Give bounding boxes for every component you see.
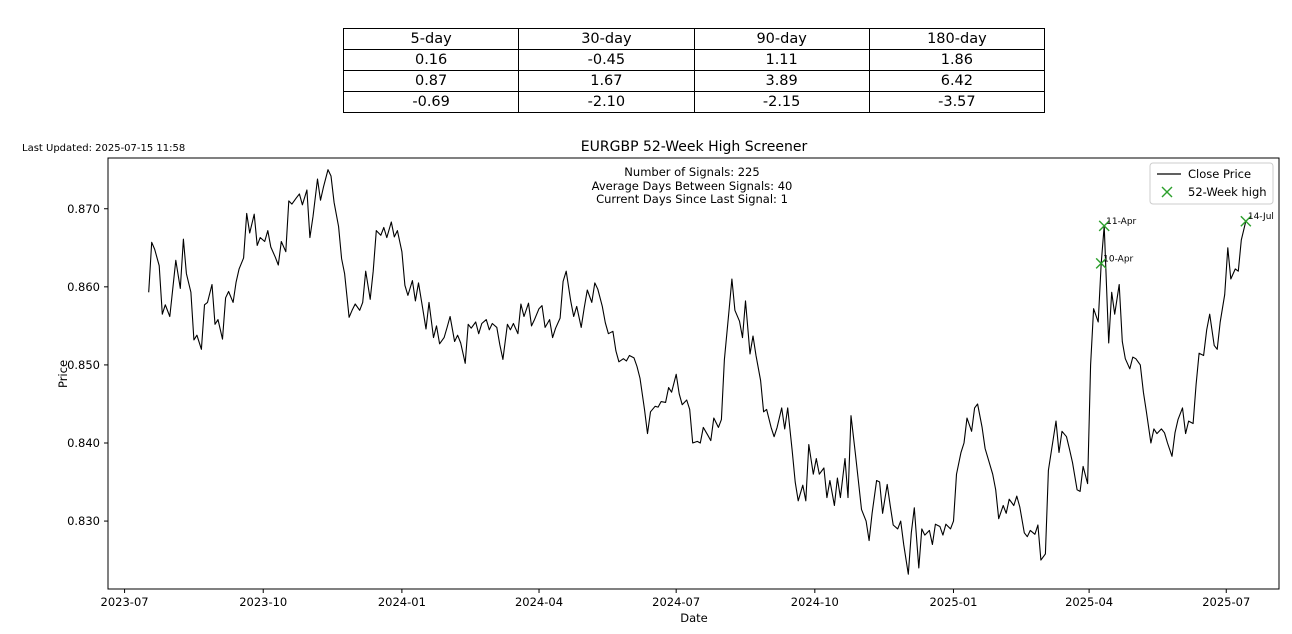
signal-date-label: 11-Apr <box>1106 217 1136 227</box>
signal-date-label: 14-Jul <box>1248 212 1274 222</box>
signal-date-label: 10-Apr <box>1103 254 1133 264</box>
x-tick-label: 2024-01 <box>378 595 426 609</box>
y-tick-label: 0.860 <box>67 280 100 294</box>
x-axis: 2023-07 2023-10 2024-01 2024-04 2024-07 2024-… <box>101 589 1250 609</box>
x-tick-label: 2025-01 <box>929 595 977 609</box>
table-cell: 0.87 <box>342 70 520 92</box>
x-tick-label: 2025-07 <box>1202 595 1250 609</box>
x-tick-label: 2024-10 <box>791 595 839 609</box>
stats-text-line: Number of Signals: 225 <box>624 165 759 179</box>
table-cell: -3.57 <box>868 91 1046 113</box>
chart-title: EURGBP 52-Week High Screener <box>581 139 808 155</box>
x-tick-label: 2024-04 <box>515 595 563 609</box>
series-layer: 10-Apr 11-Apr 14-Jul <box>148 169 1274 575</box>
last-updated-label: Last Updated: 2025-07-15 11:58 <box>22 143 185 154</box>
table-cell: -2.10 <box>518 91 695 113</box>
table-row: 0.87 1.67 3.89 6.42 <box>342 70 1046 92</box>
table-row: -0.69 -2.10 -2.15 -3.57 <box>342 91 1046 113</box>
x-tick-label: 2023-07 <box>101 595 149 609</box>
stats-table: 5-day 30-day 90-day 180-day 0.16 -0.45 1… <box>342 28 1046 113</box>
signal-marker <box>1240 215 1252 227</box>
legend: Close Price 52-Week high <box>1149 162 1274 205</box>
y-axis: 0.830 0.840 0.850 0.860 0.870 <box>67 202 108 528</box>
y-tick-label: 0.830 <box>67 514 100 528</box>
y-tick-label: 0.870 <box>67 202 100 216</box>
x-tick-label: 2024-07 <box>652 595 700 609</box>
stats-text-line: Current Days Since Last Signal: 1 <box>596 192 788 206</box>
stats-text-line: Average Days Between Signals: 40 <box>592 179 793 193</box>
x-tick-label: 2023-10 <box>239 595 287 609</box>
plot-area-frame <box>107 157 1280 590</box>
table-cell: -2.15 <box>693 91 870 113</box>
table-cell: 0.16 <box>342 49 520 71</box>
y-tick-label: 0.850 <box>67 358 100 372</box>
x-axis-label: Date <box>680 611 708 625</box>
signal-marker <box>1098 220 1110 232</box>
legend-entry-52-week-high: 52-Week high <box>1188 185 1267 199</box>
signal-marker <box>1095 257 1107 269</box>
y-tick-label: 0.840 <box>67 436 100 450</box>
x-tick-label: 2025-04 <box>1065 595 1113 609</box>
close-price-line <box>148 169 1247 575</box>
legend-x-marker-icon <box>1161 186 1173 198</box>
stats-table-body: 0.16 -0.45 1.11 1.86 0.87 1.67 3.89 6.42… <box>342 49 1046 113</box>
table-cell: -0.69 <box>342 91 520 113</box>
legend-box <box>1149 162 1274 205</box>
legend-entry-close-price: Close Price <box>1188 167 1251 181</box>
y-axis-label: Price <box>56 360 70 388</box>
